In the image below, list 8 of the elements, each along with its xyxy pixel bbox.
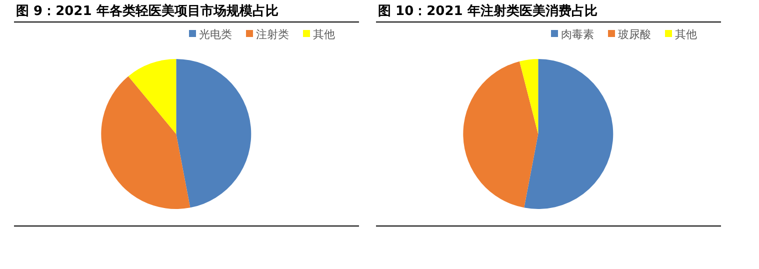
chart-title: 图 10：2021 年注射类医美消费占比 <box>378 3 598 19</box>
legend-label: 注射类 <box>256 28 289 41</box>
legend-label: 光电类 <box>199 28 232 41</box>
legend-label: 其他 <box>313 28 335 41</box>
legend-label: 其他 <box>675 28 697 41</box>
legend-label: 玻尿酸 <box>618 28 651 41</box>
chart-title: 图 9：2021 年各类轻医美项目市场规模占比 <box>16 3 278 19</box>
legend-label: 肉毒素 <box>561 28 594 41</box>
